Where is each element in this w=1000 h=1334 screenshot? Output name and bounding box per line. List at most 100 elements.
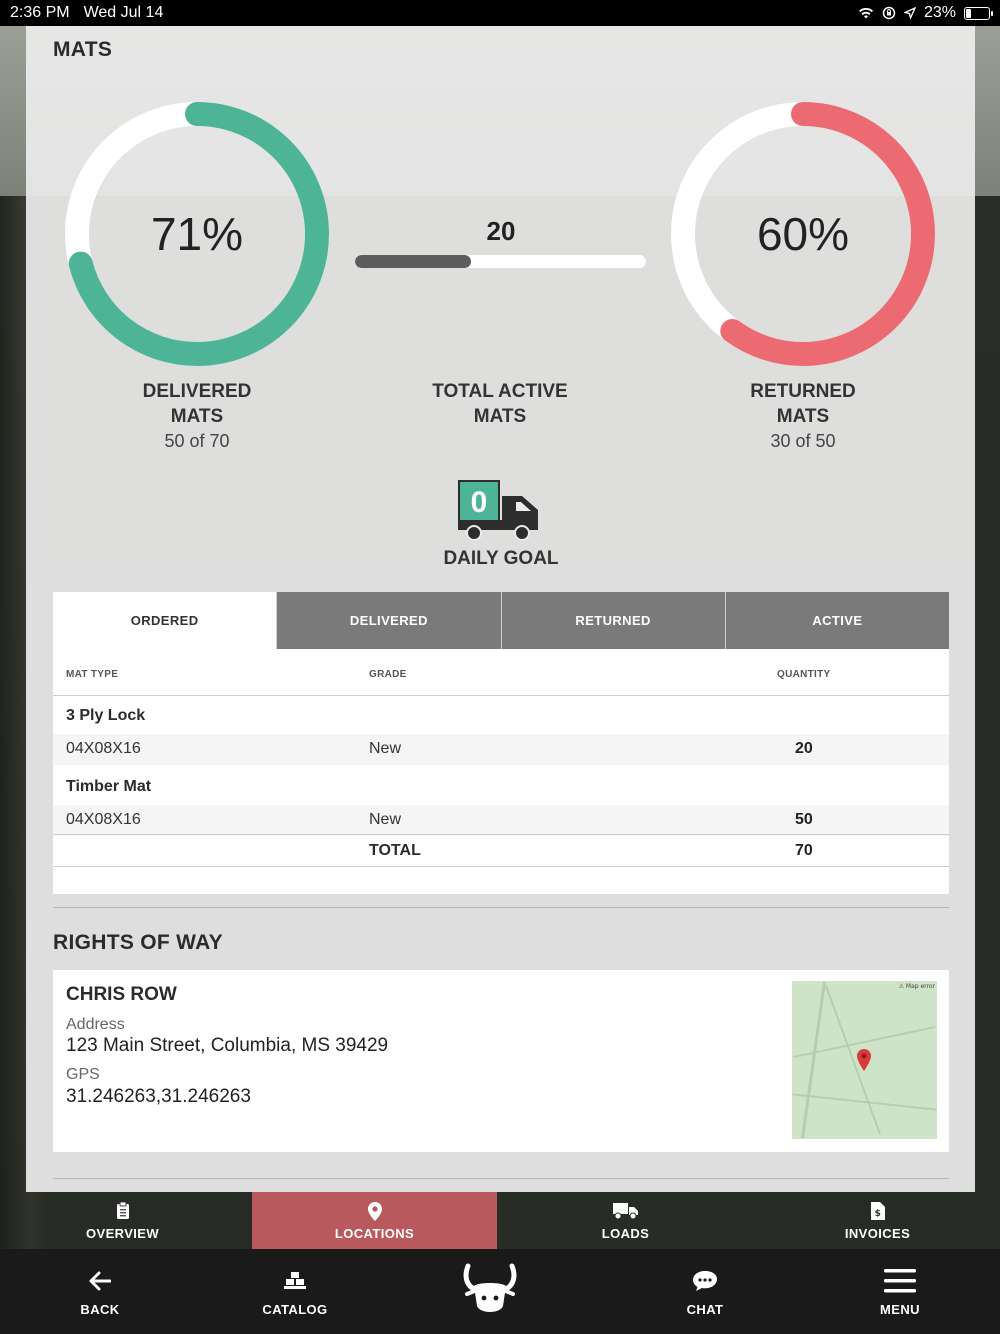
map-error-label: ⚠ Map error — [898, 983, 935, 990]
status-bar: 2:36 PM Wed Jul 14 23% — [0, 0, 1000, 26]
total-active-label-line2: MATS — [473, 406, 527, 427]
tab-active[interactable]: ACTIVE — [724, 592, 949, 649]
battery-percent: 23% — [923, 4, 956, 21]
mat-tabs: ORDERED DELIVERED RETURNED ACTIVE — [53, 592, 949, 649]
total-row: TOTAL 70 — [53, 834, 949, 867]
map-pin-icon — [367, 1200, 382, 1222]
table-row: 04X08X16 New 20 — [53, 734, 949, 765]
tabbar-locations[interactable]: LOCATIONS — [252, 1192, 497, 1249]
gps-value: 31.246263,31.246263 — [66, 1086, 251, 1107]
row-name: CHRIS ROW — [66, 984, 177, 1005]
delivered-label: DELIVERED MATS 50 of 70 — [97, 379, 297, 454]
map-pin-icon — [857, 1049, 871, 1071]
delivered-donut: 71% — [65, 102, 329, 366]
returned-label-line1: RETURNED — [750, 381, 856, 402]
delivered-count: 50 of 70 — [164, 431, 230, 451]
wifi-icon — [858, 7, 873, 19]
hamburger-menu-icon — [884, 1266, 916, 1296]
total-active-bar — [355, 255, 646, 268]
location-arrow-icon — [903, 7, 916, 19]
rights-of-way-title: RIGHTS OF WAY — [53, 931, 223, 954]
delivered-ring-fill — [65, 102, 329, 366]
delivered-label-line1: DELIVERED — [142, 381, 252, 402]
right-of-way-card[interactable]: CHRIS ROW Address 123 Main Street, Colum… — [53, 970, 949, 1152]
arrow-left-icon — [89, 1266, 111, 1296]
total-label: TOTAL — [369, 842, 421, 859]
section-divider — [53, 907, 949, 908]
back-label: BACK — [80, 1302, 120, 1317]
boxes-icon — [284, 1266, 306, 1296]
tabbar-label: INVOICES — [844, 1226, 911, 1241]
tab-delivered[interactable]: DELIVERED — [276, 592, 501, 649]
battery-icon — [964, 6, 993, 20]
total-active-label: TOTAL ACTIVE MATS — [400, 379, 600, 429]
total-active-count: 20 — [486, 216, 516, 246]
menu-button[interactable]: MENU — [840, 1249, 960, 1334]
group-name: Timber Mat — [66, 778, 152, 795]
invoice-icon: $ — [870, 1200, 885, 1222]
row-size: 04X08X16 — [66, 740, 141, 757]
daily-goal-label: DAILY GOAL — [443, 548, 559, 569]
tabbar-invoices[interactable]: $ INVOICES — [755, 1192, 1000, 1249]
returned-ring — [671, 102, 935, 366]
row-grade: New — [369, 740, 402, 757]
returned-donut: 60% — [671, 102, 935, 366]
gps-label: GPS — [66, 1066, 100, 1083]
chat-bubble-icon — [692, 1266, 718, 1296]
location-map[interactable]: ⚠ Map error — [792, 981, 937, 1139]
menu-label: MENU — [880, 1302, 920, 1317]
status-right: 23% — [858, 4, 993, 22]
header-grade: GRADE — [369, 669, 407, 680]
chat-button[interactable]: CHAT — [645, 1249, 765, 1334]
map-road — [825, 985, 881, 1135]
row-quantity: 20 — [795, 740, 813, 757]
total-quantity: 70 — [795, 842, 813, 859]
catalog-button[interactable]: CATALOG — [235, 1249, 355, 1334]
catalog-label: CATALOG — [262, 1302, 328, 1317]
status-time: 2:36 PM — [10, 4, 70, 21]
delivered-percent: 71% — [150, 208, 244, 260]
daily-goal-icon: 0 — [458, 480, 544, 544]
daily-goal-count: 0 — [458, 480, 500, 522]
orientation-lock-icon — [882, 6, 896, 20]
returned-label-line2: MATS — [776, 406, 830, 427]
status-date: Wed Jul 14 — [83, 4, 164, 21]
map-road — [801, 981, 826, 1139]
header-mat-type: MAT TYPE — [66, 669, 119, 680]
tabbar-label: LOCATIONS — [334, 1226, 415, 1241]
tabbar-label: LOADS — [601, 1226, 650, 1241]
main-panel: MATS 71% DELIVERED MATS 50 of 70 20 TOTA… — [26, 26, 975, 1192]
svg-text:$: $ — [874, 1209, 881, 1219]
truck-icon — [612, 1200, 639, 1222]
tabbar-loads[interactable]: LOADS — [503, 1192, 748, 1249]
mats-title: MATS — [53, 38, 113, 61]
delivered-label-line2: MATS — [170, 406, 224, 427]
address-value: 123 Main Street, Columbia, MS 39429 — [66, 1035, 389, 1056]
truck-icon — [458, 496, 538, 541]
address-label: Address — [66, 1016, 125, 1033]
clipboard-icon — [116, 1200, 130, 1222]
delivered-ring — [65, 102, 329, 366]
tabbar-overview[interactable]: OVERVIEW — [0, 1192, 245, 1249]
chat-label: CHAT — [686, 1302, 724, 1317]
tab-ordered[interactable]: ORDERED — [53, 592, 277, 649]
table-header: MAT TYPE GRADE QUANTITY — [53, 649, 949, 696]
returned-count: 30 of 50 — [770, 431, 836, 451]
group-row: Timber Mat — [53, 769, 949, 805]
yak-logo-icon[interactable] — [460, 1262, 520, 1322]
tabbar-label: OVERVIEW — [85, 1226, 160, 1241]
table-row: 04X08X16 New 50 — [53, 805, 949, 836]
returned-percent: 60% — [756, 208, 850, 260]
total-active-bar-fill — [355, 255, 472, 268]
returned-label: RETURNED MATS 30 of 50 — [703, 379, 903, 454]
back-button[interactable]: BACK — [40, 1249, 160, 1334]
row-size: 04X08X16 — [66, 811, 141, 828]
returned-ring-fill — [671, 102, 935, 366]
group-name: 3 Ply Lock — [66, 707, 146, 724]
row-quantity: 50 — [795, 811, 813, 828]
row-grade: New — [369, 811, 402, 828]
header-quantity: QUANTITY — [777, 669, 831, 680]
mats-table: MAT TYPE GRADE QUANTITY 3 Ply Lock 04X08… — [53, 649, 949, 894]
tab-returned[interactable]: RETURNED — [500, 592, 725, 649]
group-row: 3 Ply Lock — [53, 698, 949, 734]
